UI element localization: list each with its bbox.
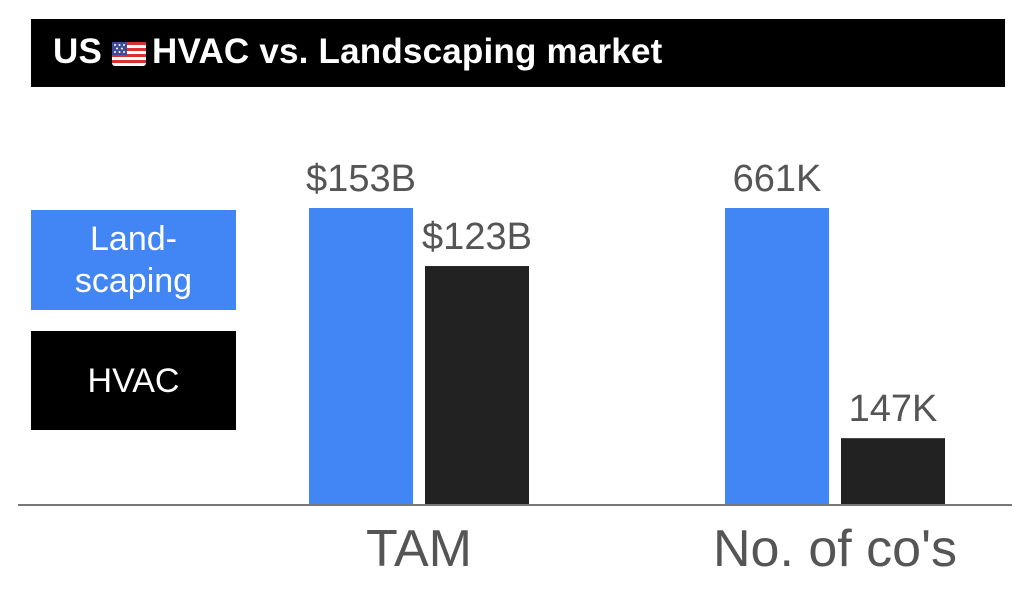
title-bar: US HVAC vs. Landscaping market <box>31 19 1005 87</box>
us-flag-icon <box>112 35 147 75</box>
chart-title: US HVAC vs. Landscaping market <box>31 32 663 75</box>
title-prefix: US <box>53 31 103 71</box>
bar-hvac-companies <box>841 438 945 504</box>
bar-hvac-tam <box>425 266 529 504</box>
data-label-landscaping-tam: $153B <box>306 158 416 200</box>
legend-landscaping-label: Land-scaping <box>74 220 193 300</box>
legend-landscaping: Land-scaping <box>31 210 236 310</box>
category-label-tam: TAM <box>366 520 472 578</box>
bar-landscaping-companies <box>725 208 829 504</box>
data-label-hvac-tam: $123B <box>422 216 532 258</box>
legend-hvac-label: HVAC <box>87 361 180 400</box>
legend-hvac: HVAC <box>31 331 236 430</box>
category-label-companies: No. of co's <box>713 520 957 578</box>
data-label-hvac-companies: 147K <box>849 388 938 430</box>
bar-landscaping-tam <box>309 208 413 504</box>
title-main: HVAC vs. Landscaping market <box>152 31 663 71</box>
data-label-landscaping-companies: 661K <box>733 158 822 200</box>
